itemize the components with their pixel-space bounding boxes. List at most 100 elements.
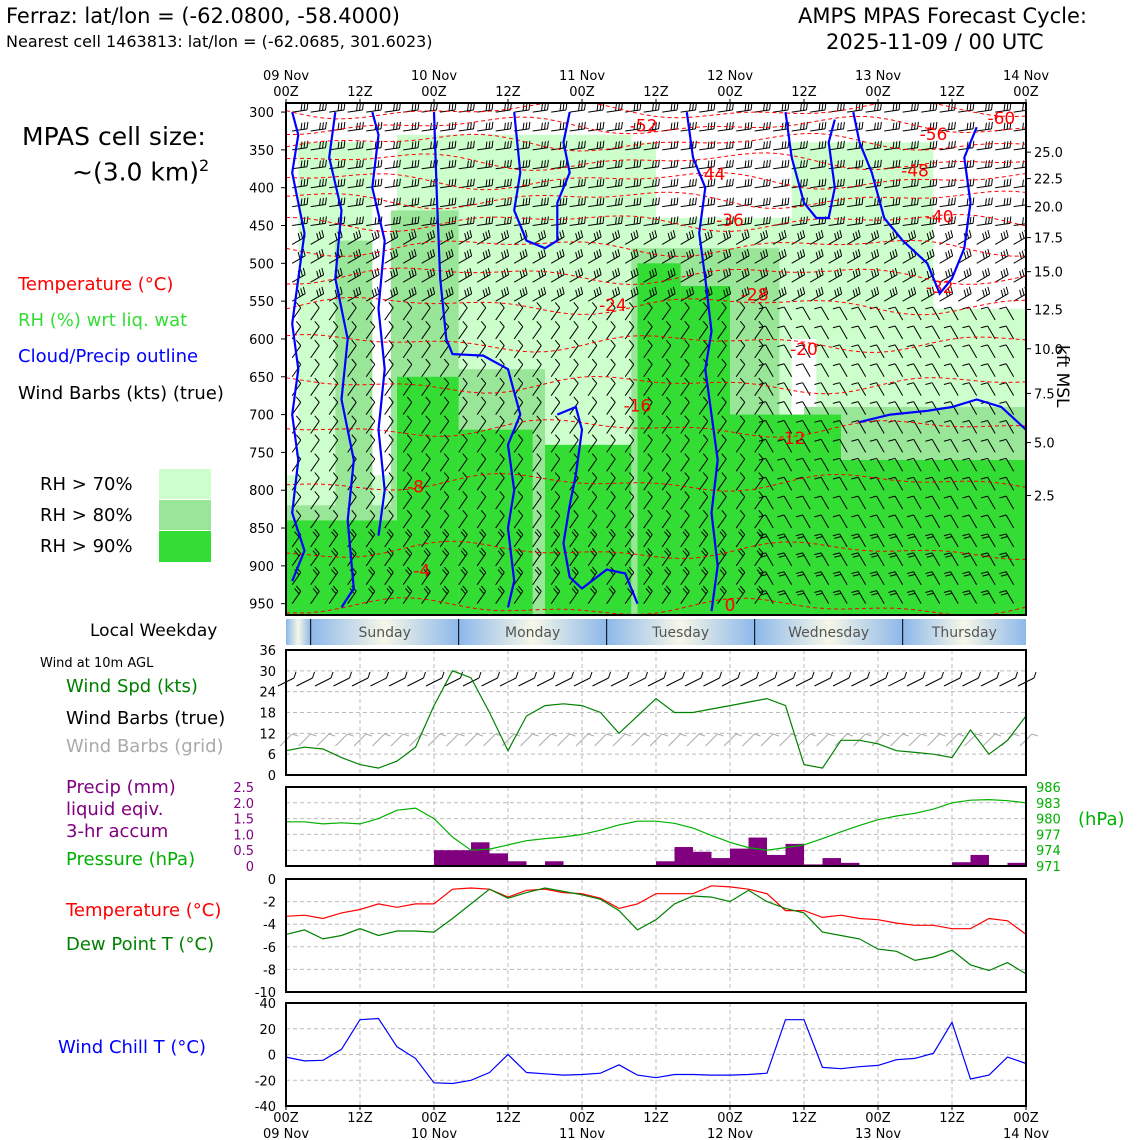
wind-barb xyxy=(662,204,678,208)
wind-barb-feather xyxy=(602,216,605,224)
wind-barb xyxy=(291,402,302,415)
wind-barb-feather xyxy=(758,320,764,327)
wind-barb-feather xyxy=(544,179,546,187)
wind-barb-feather xyxy=(445,251,449,259)
wind-barb-feather xyxy=(852,554,860,558)
isotherm-label: -12 xyxy=(778,429,806,449)
bottom-hour-label: 00Z xyxy=(273,1111,299,1126)
wind-barb xyxy=(995,204,1011,208)
wind-barb xyxy=(365,458,376,472)
wind-barb-feather xyxy=(758,339,764,346)
wind-barb-feather xyxy=(522,122,525,130)
wind-barb xyxy=(699,204,715,208)
wind-barb-feather xyxy=(395,230,399,238)
wind-barb xyxy=(968,306,978,321)
wind-barb xyxy=(458,402,468,415)
wind-barb-feather xyxy=(491,216,494,224)
wind-barb-feather xyxy=(729,103,731,111)
wind-barb xyxy=(403,128,419,132)
wind-barb-feather xyxy=(815,289,819,297)
wind-barb-feather xyxy=(651,231,655,239)
surface-barb xyxy=(869,677,887,687)
wind-barb xyxy=(624,364,635,378)
wind-barb xyxy=(820,458,830,472)
wind-barb-feather xyxy=(968,230,972,238)
wind-barb-feather xyxy=(599,179,602,187)
wind-barb-feather xyxy=(319,141,321,149)
wind-barb xyxy=(495,345,505,359)
surface-barb-feather xyxy=(367,671,371,679)
grid-barb-feather xyxy=(458,733,465,737)
wind-barb-feather xyxy=(443,585,450,592)
wind-barb-feather xyxy=(368,569,374,576)
wind-barb-feather xyxy=(869,401,877,404)
wind-barb-feather xyxy=(318,231,322,239)
surface-barb-feather xyxy=(978,671,981,679)
wind-barb xyxy=(643,383,653,396)
wind-barb-feather xyxy=(524,230,528,238)
wind-barb-feather xyxy=(380,178,383,186)
wind-barb-feather xyxy=(451,216,454,224)
wind-barb-feather xyxy=(658,178,660,186)
wind-barb-feather xyxy=(639,121,642,129)
wind-barb xyxy=(839,382,848,396)
wind-barb xyxy=(754,402,764,415)
wind-barb-feather xyxy=(504,160,506,168)
wind-barb-feather xyxy=(726,103,728,111)
wind-barb xyxy=(783,344,793,359)
wind-barb xyxy=(857,325,867,340)
pressure-tick-label: 300 xyxy=(249,106,274,121)
isotherm-line xyxy=(286,267,1026,286)
wind-barb-feather xyxy=(406,339,413,346)
wind-barb-feather xyxy=(517,302,524,309)
wind-barb-feather xyxy=(840,122,842,130)
wind-barb-feather xyxy=(982,592,990,596)
wind-barb-feather xyxy=(300,198,303,206)
wind-barb-feather xyxy=(962,514,970,518)
wind-barb-feather xyxy=(303,216,306,224)
wind-barb xyxy=(328,515,339,529)
wind-barb xyxy=(513,345,524,359)
wind-barb-feather xyxy=(517,547,524,554)
isotherm-label: -52 xyxy=(630,117,658,137)
chill-y-tick-label: -20 xyxy=(255,1074,276,1089)
wind-barb-feather xyxy=(429,288,433,296)
wind-barb-feather xyxy=(935,103,938,111)
wind-barb-feather xyxy=(951,197,953,206)
wind-barb-feather xyxy=(581,179,583,187)
wind-barb-feather xyxy=(943,306,951,310)
wind-barb xyxy=(839,476,848,491)
wind-barb-feather xyxy=(297,251,301,259)
wind-barb-feather xyxy=(851,325,859,329)
wind-barb-feather xyxy=(665,396,672,403)
wind-barb-feather xyxy=(393,217,395,225)
precip-bar xyxy=(452,850,471,866)
wind-barb-feather xyxy=(314,547,320,554)
wind-barb xyxy=(550,496,561,510)
wind-barb-feather xyxy=(470,141,472,149)
wind-barb-feather xyxy=(577,269,581,277)
wind-barb-feather xyxy=(630,233,634,241)
wind-barb-feather xyxy=(414,160,417,168)
wind-barb-feather xyxy=(499,453,505,460)
wind-barb-feather xyxy=(744,198,747,206)
wind-barb-feather xyxy=(800,198,802,206)
wind-barb-feather xyxy=(728,230,732,238)
wind-barb-feather xyxy=(691,267,695,275)
wind-barb-feather xyxy=(851,420,859,423)
wind-barb-feather xyxy=(948,103,950,111)
wind-barb-feather xyxy=(541,103,543,111)
wind-barb-feather xyxy=(303,122,306,130)
wind-barb xyxy=(384,496,394,510)
grid-barb xyxy=(927,733,940,747)
wind-barb-feather xyxy=(499,528,505,535)
wind-barb-feather xyxy=(482,251,486,259)
wind-barb xyxy=(1005,458,1015,472)
wind-barb-feather xyxy=(684,320,690,327)
wind-barb-feather xyxy=(414,216,417,224)
wind-barb xyxy=(439,345,450,359)
wind-barb-feather xyxy=(636,141,639,149)
wind-barb-feather xyxy=(892,231,896,239)
wind-barb-feather xyxy=(906,457,914,461)
wind-barb-feather xyxy=(713,159,716,167)
